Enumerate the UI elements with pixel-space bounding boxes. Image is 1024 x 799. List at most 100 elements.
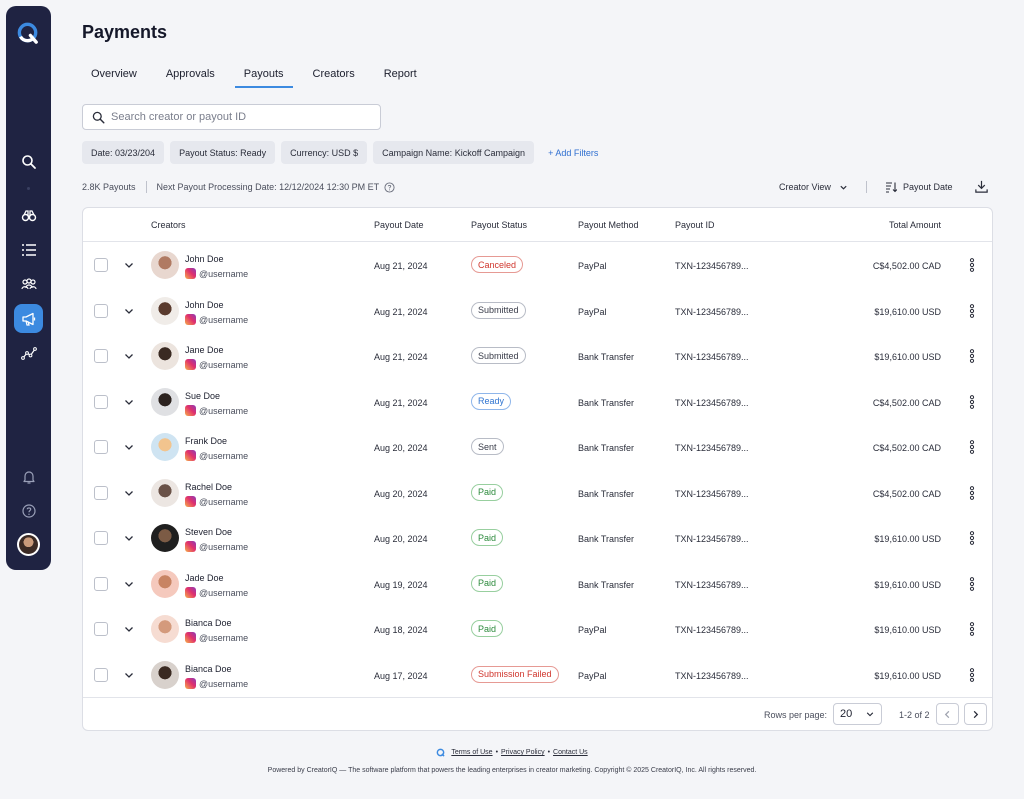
page-title: Payments (82, 22, 168, 42)
tab-payouts[interactable]: Payouts (234, 66, 293, 88)
column-header-payout-date[interactable]: Payout Date (374, 220, 424, 230)
sidebar-discover-button[interactable] (14, 201, 43, 230)
table-row[interactable]: Bianca Doe @username Aug 18, 2024 Paid PayPa… (83, 606, 992, 652)
creator-name[interactable]: Bianca Doe (185, 663, 232, 674)
creator-name[interactable]: Jade Doe (185, 572, 224, 583)
creator-name[interactable]: John Doe (185, 299, 224, 310)
more-options-icon[interactable] (967, 440, 977, 454)
rows-per-page-select[interactable]: 20 (833, 703, 882, 725)
creator-name[interactable]: Jane Doe (185, 345, 224, 355)
creator-username: @username (199, 405, 249, 416)
row-checkbox[interactable] (94, 440, 108, 454)
add-filters-link[interactable]: + Add Filters (548, 147, 599, 158)
table-row[interactable]: Frank Doe @username Aug 20, 2024 Sent Bank T… (83, 424, 992, 470)
creator-name[interactable]: John Doe (185, 254, 224, 264)
more-options-icon[interactable] (967, 667, 977, 682)
table-row[interactable]: Bianca Doe @username Aug 17, 2024 Submissio… (83, 652, 992, 698)
column-header-payout-id[interactable]: Payout ID (675, 220, 715, 230)
filter-chip-payout-status[interactable]: Payout Status: Ready (170, 141, 276, 164)
more-options-icon[interactable] (967, 258, 977, 272)
filter-chip-currency[interactable]: Currency: USD $ (281, 141, 368, 164)
creator-name[interactable]: Steven Doe (185, 527, 233, 537)
table-row[interactable]: Jade Doe @username Aug 19, 2024 Paid Bank Tr… (83, 561, 992, 607)
creator-name[interactable]: Rachel Doe (185, 481, 233, 492)
previous-page-button[interactable] (936, 703, 959, 725)
more-options-icon[interactable] (967, 349, 977, 363)
chevron-down-icon[interactable] (124, 579, 134, 589)
more-options-icon[interactable] (967, 576, 977, 591)
filter-chip-campaign[interactable]: Campaign Name: Kickoff Campaign (373, 141, 535, 164)
table-row[interactable]: Steven Doe @username Aug 20, 2024 Paid Bank … (83, 515, 992, 561)
sidebar-campaigns-button[interactable] (14, 304, 43, 333)
chevron-down-icon[interactable] (124, 397, 134, 407)
more-options-icon[interactable] (967, 303, 977, 318)
table-row[interactable]: Jane Doe @username Aug 21, 2024 Submitted Ba… (83, 333, 992, 379)
privacy-link[interactable]: Privacy Policy (501, 749, 545, 756)
table-row[interactable]: Sue Doe @username Aug 21, 2024 Ready Bank Tr… (83, 379, 992, 425)
tab-approvals[interactable]: Approvals (165, 68, 215, 80)
tab-overview[interactable]: Overview (91, 68, 137, 80)
row-checkbox[interactable] (94, 622, 108, 636)
chevron-down-icon[interactable] (124, 260, 134, 270)
sidebar-help-button[interactable] (14, 496, 43, 525)
more-options-icon[interactable] (967, 622, 977, 636)
creatoriq-logo-icon[interactable] (16, 21, 41, 46)
terms-link[interactable]: Terms of Use (451, 749, 493, 756)
chevron-down-icon[interactable] (124, 533, 134, 543)
sidebar-search-button[interactable] (14, 147, 43, 176)
row-checkbox[interactable] (94, 485, 108, 500)
chevron-down-icon (866, 712, 874, 717)
chevron-down-icon[interactable] (124, 670, 134, 680)
table-row[interactable]: John Doe @username Aug 21, 2024 Canceled Pay… (83, 242, 992, 288)
row-checkbox[interactable] (94, 394, 108, 409)
column-header-total-amount[interactable]: Total Amount (888, 220, 941, 230)
more-options-icon[interactable] (967, 485, 977, 500)
contact-link[interactable]: Contact Us (553, 749, 588, 756)
more-options-icon[interactable] (967, 531, 977, 545)
row-checkbox[interactable] (94, 349, 108, 363)
table-row[interactable]: Rachel Doe @username Aug 20, 2024 Paid Bank … (83, 470, 992, 516)
page-range: 1-2 of 2 (899, 710, 930, 720)
chevron-down-icon (840, 185, 847, 190)
chevron-down-icon[interactable] (124, 306, 134, 316)
tab-creators[interactable]: Creators (312, 68, 355, 80)
download-icon[interactable] (974, 179, 989, 194)
column-header-payout-method[interactable]: Payout Method (578, 220, 639, 230)
row-checkbox[interactable] (94, 576, 108, 591)
sidebar-notifications-button[interactable] (14, 462, 43, 491)
row-checkbox[interactable] (94, 258, 108, 272)
sidebar-analytics-button[interactable] (14, 338, 43, 367)
sidebar-creators-button[interactable] (14, 269, 43, 298)
user-avatar[interactable] (17, 533, 40, 556)
payout-method: Bank Transfer (578, 352, 635, 362)
payout-date: Aug 20, 2024 (374, 488, 428, 499)
search-input[interactable] (111, 111, 361, 123)
creator-username: @username (199, 542, 249, 552)
table-row[interactable]: John Doe @username Aug 21, 2024 Submitted Pa… (83, 288, 992, 334)
chevron-down-icon[interactable] (124, 624, 134, 634)
tab-report[interactable]: Report (383, 68, 417, 80)
creator-name[interactable]: Bianca Doe (185, 618, 232, 628)
table-header: Creators Payout Date Payout Status Payou… (83, 208, 992, 242)
total-amount: C$4,502.00 CAD (873, 489, 941, 499)
filter-chip-date[interactable]: Date: 03/23/204 (82, 141, 165, 164)
creator-name[interactable]: Sue Doe (185, 390, 221, 401)
row-checkbox[interactable] (94, 303, 108, 318)
column-header-creators[interactable]: Creators (151, 220, 186, 230)
column-header-payout-status[interactable]: Payout Status (471, 220, 528, 230)
amount-value: $19,610.00 (874, 306, 920, 317)
view-selector[interactable]: Creator View (779, 180, 848, 194)
row-checkbox[interactable] (94, 667, 108, 682)
sort-selector[interactable]: Payout Date (885, 180, 953, 194)
info-icon[interactable] (384, 181, 395, 193)
row-checkbox[interactable] (94, 531, 108, 545)
creator-name[interactable]: Frank Doe (185, 436, 228, 446)
sidebar-lists-button[interactable] (14, 235, 43, 264)
search-box (82, 104, 381, 130)
chevron-down-icon[interactable] (124, 442, 134, 452)
chevron-down-icon[interactable] (124, 351, 134, 361)
more-options-icon[interactable] (967, 394, 977, 409)
chevron-down-icon[interactable] (124, 488, 134, 498)
sidebar-divider (27, 187, 30, 190)
next-page-button[interactable] (964, 703, 987, 725)
